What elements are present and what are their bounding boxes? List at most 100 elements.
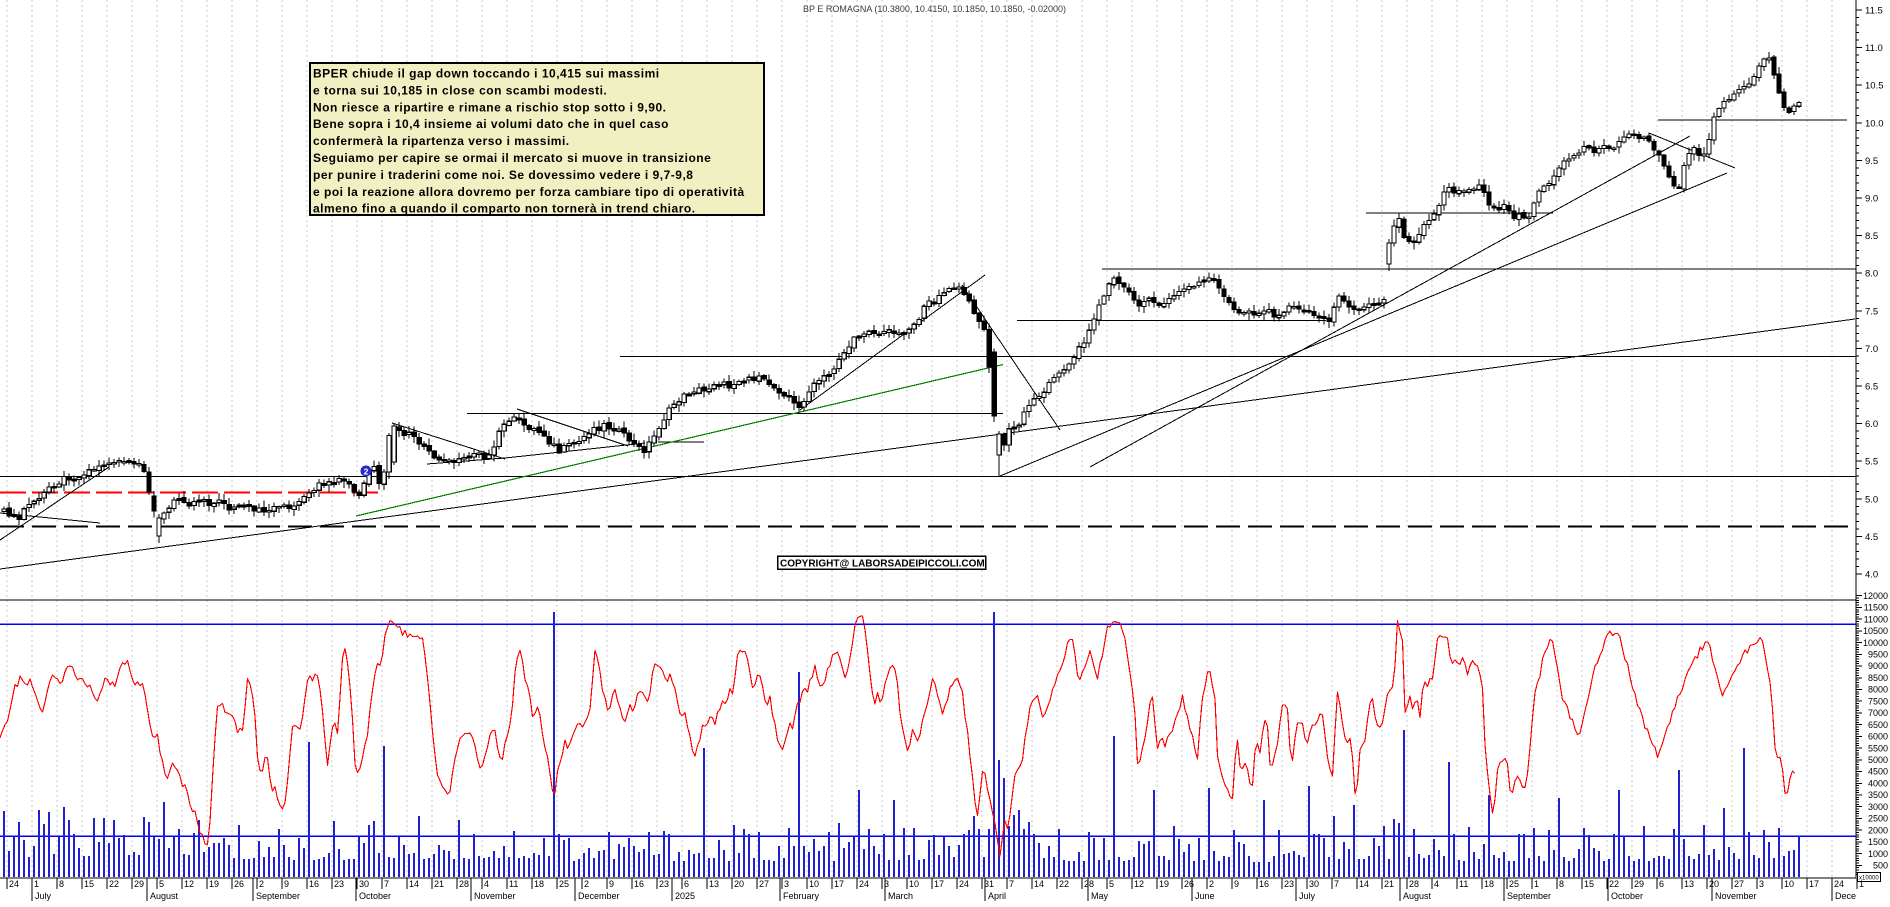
svg-text:1500: 1500 — [1868, 837, 1888, 847]
svg-text:Seguiamo per capire se ormai: Seguiamo per capire se ormai il mercato … — [313, 151, 711, 165]
svg-text:8: 8 — [59, 879, 64, 889]
svg-text:2: 2 — [259, 879, 264, 889]
svg-text:10500: 10500 — [1863, 626, 1888, 636]
svg-text:12: 12 — [184, 879, 194, 889]
svg-text:2: 2 — [1209, 879, 1214, 889]
svg-text:8500: 8500 — [1868, 673, 1888, 683]
svg-text:14: 14 — [1359, 879, 1369, 889]
svg-text:BPER chiude il gap down toccan: BPER chiude il gap down toccando i 10,41… — [313, 67, 660, 81]
svg-text:15: 15 — [1584, 879, 1594, 889]
svg-text:November: November — [1715, 891, 1757, 901]
svg-text:9: 9 — [284, 879, 289, 889]
svg-text:8000: 8000 — [1868, 685, 1888, 695]
svg-text:2000: 2000 — [1868, 825, 1888, 835]
svg-text:19: 19 — [209, 879, 219, 889]
svg-text:July: July — [35, 891, 52, 901]
svg-text:17: 17 — [1809, 879, 1819, 889]
svg-text:11.5: 11.5 — [1865, 6, 1883, 17]
svg-text:23: 23 — [659, 879, 669, 889]
svg-text:29: 29 — [1634, 879, 1644, 889]
svg-text:4: 4 — [484, 879, 489, 889]
svg-text:10: 10 — [809, 879, 819, 889]
svg-text:21: 21 — [434, 879, 444, 889]
svg-text:e poi la reazione allora dovre: e poi la reazione allora dovremo per for… — [313, 185, 745, 199]
svg-text:18: 18 — [534, 879, 544, 889]
svg-text:9.0: 9.0 — [1865, 194, 1878, 205]
svg-text:BP E ROMAGNA (10.3800, 10.4150: BP E ROMAGNA (10.3800, 10.4150, 10.1850,… — [803, 4, 1066, 14]
svg-text:almeno fino a quando il compar: almeno fino a quando il comparto non tor… — [313, 202, 696, 216]
svg-text:31: 31 — [984, 879, 994, 889]
svg-text:3: 3 — [884, 879, 889, 889]
svg-text:e torna sui 10,185 in close co: e torna sui 10,185 in close con scambi m… — [313, 83, 607, 97]
svg-text:1: 1 — [1534, 879, 1539, 889]
svg-text:9.5: 9.5 — [1865, 156, 1878, 167]
svg-text:10: 10 — [909, 879, 919, 889]
svg-text:2025: 2025 — [675, 891, 695, 901]
svg-text:11500: 11500 — [1864, 603, 1888, 613]
svg-text:23: 23 — [1284, 879, 1294, 889]
svg-text:12000: 12000 — [1863, 591, 1888, 601]
svg-text:Non riesce a ripartire e riman: Non riesce a ripartire e rimane a rischi… — [313, 100, 666, 114]
svg-text:10: 10 — [1784, 879, 1794, 889]
svg-text:14: 14 — [1034, 879, 1044, 889]
svg-text:September: September — [1507, 891, 1551, 901]
svg-text:22: 22 — [1609, 879, 1619, 889]
svg-text:28: 28 — [1084, 879, 1094, 889]
svg-text:5000: 5000 — [1868, 755, 1888, 765]
svg-text:20: 20 — [734, 879, 744, 889]
svg-text:7.0: 7.0 — [1865, 344, 1878, 355]
svg-text:4.0: 4.0 — [1865, 570, 1878, 581]
svg-text:21: 21 — [1384, 879, 1394, 889]
svg-text:16: 16 — [1259, 879, 1269, 889]
svg-text:2: 2 — [584, 879, 589, 889]
svg-text:6500: 6500 — [1868, 720, 1888, 730]
svg-text:500: 500 — [1873, 861, 1888, 871]
svg-text:26: 26 — [1184, 879, 1194, 889]
svg-text:x10000: x10000 — [1859, 876, 1879, 882]
svg-text:12: 12 — [1134, 879, 1144, 889]
svg-text:22: 22 — [1059, 879, 1069, 889]
svg-text:14: 14 — [409, 879, 419, 889]
svg-text:27: 27 — [1734, 879, 1744, 889]
svg-text:5.5: 5.5 — [1865, 457, 1878, 468]
svg-text:6.5: 6.5 — [1865, 382, 1878, 393]
svg-text:10.5: 10.5 — [1865, 81, 1884, 92]
svg-text:10.0: 10.0 — [1865, 118, 1884, 129]
svg-text:April: April — [988, 891, 1006, 901]
svg-text:16: 16 — [309, 879, 319, 889]
svg-text:2500: 2500 — [1868, 814, 1888, 824]
svg-text:7: 7 — [384, 879, 389, 889]
svg-text:7: 7 — [1009, 879, 1014, 889]
svg-text:18: 18 — [1484, 879, 1494, 889]
svg-text:COPYRIGHT@ LABORSADEIPICCOLI.C: COPYRIGHT@ LABORSADEIPICCOLI.COM — [780, 559, 985, 570]
svg-text:3500: 3500 — [1868, 790, 1888, 800]
svg-text:8.0: 8.0 — [1865, 269, 1878, 280]
svg-text:6: 6 — [684, 879, 689, 889]
svg-text:9500: 9500 — [1868, 650, 1888, 660]
svg-text:29: 29 — [134, 879, 144, 889]
svg-text:9: 9 — [1234, 879, 1239, 889]
svg-text:28: 28 — [459, 879, 469, 889]
svg-text:4500: 4500 — [1868, 767, 1888, 777]
svg-text:28: 28 — [1409, 879, 1419, 889]
svg-text:16: 16 — [634, 879, 644, 889]
svg-text:4000: 4000 — [1868, 779, 1888, 789]
svg-text:19: 19 — [1159, 879, 1169, 889]
svg-text:17: 17 — [934, 879, 944, 889]
svg-text:5500: 5500 — [1868, 743, 1888, 753]
svg-text:August: August — [1403, 891, 1432, 901]
svg-text:13: 13 — [1684, 879, 1694, 889]
svg-text:22: 22 — [109, 879, 119, 889]
svg-text:25: 25 — [1509, 879, 1519, 889]
svg-text:27: 27 — [759, 879, 769, 889]
svg-text:30: 30 — [1309, 879, 1319, 889]
svg-text:March: March — [888, 891, 913, 901]
svg-text:7: 7 — [1334, 879, 1339, 889]
svg-text:11: 11 — [1459, 879, 1468, 889]
svg-text:20: 20 — [1709, 879, 1719, 889]
svg-text:1000: 1000 — [1868, 849, 1888, 859]
svg-text:confermerà la ripartenza verso: confermerà la ripartenza verso i massimi… — [313, 134, 570, 148]
svg-text:October: October — [1611, 891, 1643, 901]
svg-text:23: 23 — [334, 879, 344, 889]
svg-text:September: September — [256, 891, 300, 901]
